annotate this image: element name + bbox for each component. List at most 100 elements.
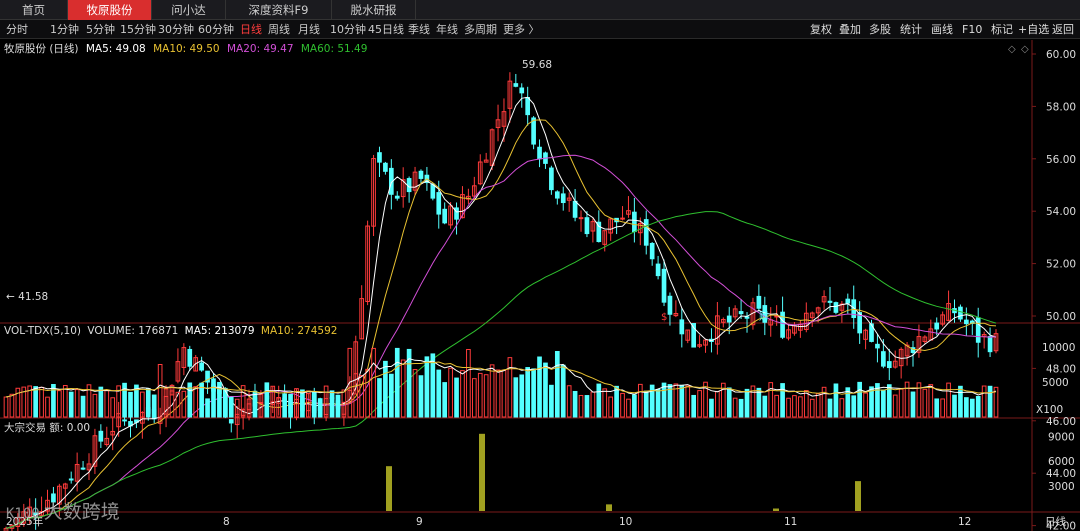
- event-mark-dividend[interactable]: $: [661, 312, 667, 323]
- tool-7[interactable]: +自选: [1018, 23, 1050, 36]
- volume-bar: [394, 347, 400, 418]
- period-3[interactable]: 15分钟: [120, 23, 156, 36]
- candle-body: [827, 300, 833, 303]
- tab-4[interactable]: 脱水研报: [332, 0, 416, 20]
- volume-bar: [892, 394, 898, 418]
- volume-bar: [211, 384, 216, 418]
- tool-5[interactable]: F10: [962, 23, 983, 36]
- volume-bar: [543, 362, 548, 418]
- event-mark-finance[interactable]: 财: [759, 310, 769, 323]
- tool-8[interactable]: 返回: [1052, 23, 1074, 36]
- volume-ma10-line: [5, 361, 997, 398]
- tab-0[interactable]: 首页: [0, 0, 68, 20]
- volume-bar: [898, 388, 904, 418]
- candle-body: [80, 467, 86, 470]
- volume-bar: [803, 390, 809, 418]
- candle-body: [383, 162, 388, 172]
- period-button[interactable]: 日线: [1045, 515, 1067, 528]
- volume-bar: [940, 398, 945, 418]
- tab-3[interactable]: 深度资料F9: [226, 0, 332, 20]
- volume-bar: [578, 394, 584, 418]
- tool-3[interactable]: 统计: [900, 23, 922, 36]
- tool-6[interactable]: 标记: [991, 23, 1013, 36]
- volume-bar: [454, 377, 459, 418]
- legend-title: 牧原股份 (日线): [4, 43, 79, 55]
- candle-body: [786, 329, 791, 339]
- period-7[interactable]: 周线: [268, 23, 290, 36]
- candle-body: [9, 524, 15, 529]
- volume-bar: [649, 384, 655, 418]
- volume-bar: [679, 384, 685, 418]
- candle-body: [780, 311, 785, 338]
- candle-body: [175, 361, 181, 382]
- tool-1[interactable]: 叠加: [839, 23, 861, 36]
- tool-2[interactable]: 多股: [869, 23, 891, 36]
- volume-bar: [436, 369, 442, 418]
- candle-body: [934, 322, 940, 330]
- tool-0[interactable]: 复权: [810, 23, 832, 36]
- volume-bar: [323, 385, 329, 418]
- candle-body: [679, 319, 685, 335]
- period-13[interactable]: 多周期: [464, 23, 497, 36]
- candle-body: [910, 347, 916, 353]
- period-4[interactable]: 30分钟: [158, 23, 194, 36]
- volume-bar: [845, 387, 851, 418]
- tab-1[interactable]: 牧原股份: [68, 0, 152, 20]
- period-1[interactable]: 1分钟: [50, 23, 79, 36]
- period-9[interactable]: 10分钟: [330, 23, 366, 36]
- volume-bar: [383, 360, 388, 418]
- volume-bar: [317, 398, 323, 418]
- volume-bar: [466, 349, 471, 418]
- period-toolbar: 分时 1分钟 5分钟 15分钟 30分钟 60分钟 日线 周线 月线 10分钟 45日线 季线 年线 多周…: [0, 20, 1080, 39]
- volume-bar: [756, 387, 762, 418]
- volume-bar: [489, 364, 495, 418]
- candle-body: [554, 191, 560, 199]
- high-price-label: 59.68: [522, 59, 552, 71]
- volume-bar: [910, 391, 916, 418]
- watermark: K100 大数跨境: [6, 497, 120, 524]
- period-14[interactable]: 更多 〉: [503, 23, 540, 36]
- period-10[interactable]: 45日线: [368, 23, 404, 36]
- candle-body: [940, 314, 945, 325]
- diamond-icon[interactable]: ◇: [1008, 44, 1016, 55]
- diamond-icon[interactable]: ◇: [1021, 44, 1029, 55]
- candle-body: [738, 311, 744, 315]
- volume-bar: [145, 388, 151, 418]
- block-trade-name[interactable]: 大宗交易: [4, 422, 46, 434]
- period-0[interactable]: 分时: [6, 23, 28, 36]
- volume-bar: [590, 391, 596, 418]
- volume-bar: [311, 394, 317, 418]
- candle-body: [946, 303, 951, 321]
- volume-indicator-name[interactable]: VOL-TDX(5,10): [4, 325, 82, 337]
- volume-bar: [958, 385, 963, 418]
- period-12[interactable]: 年线: [436, 23, 458, 36]
- tool-4[interactable]: 画线: [931, 23, 953, 36]
- period-5[interactable]: 60分钟: [198, 23, 234, 36]
- period-8[interactable]: 月线: [298, 23, 320, 36]
- volume-bar: [430, 353, 436, 418]
- volume-bar: [537, 356, 542, 418]
- tab-2[interactable]: 问小达: [152, 0, 226, 20]
- candle-body: [744, 316, 750, 319]
- volume-value: VOLUME: 176871: [87, 325, 179, 337]
- candle-body: [483, 159, 489, 163]
- candle-body: [572, 200, 578, 218]
- low-price-label: ← 41.58: [6, 291, 48, 303]
- volume-bar: [234, 398, 240, 418]
- candle-body: [626, 210, 631, 215]
- volume-bar: [869, 386, 874, 418]
- block-tick-label: 6000: [1048, 456, 1075, 468]
- period-6[interactable]: 日线: [240, 23, 262, 36]
- period-2[interactable]: 5分钟: [86, 23, 115, 36]
- volume-bar: [513, 377, 519, 418]
- candle-body: [578, 217, 584, 220]
- candle-body: [720, 318, 726, 323]
- period-11[interactable]: 季线: [408, 23, 430, 36]
- volume-bar: [792, 395, 797, 418]
- candle-body: [756, 295, 762, 309]
- candle-body: [881, 351, 886, 367]
- candle-body: [501, 111, 507, 127]
- volume-bar: [827, 398, 833, 418]
- watermark-logo-icon: K100: [6, 506, 40, 522]
